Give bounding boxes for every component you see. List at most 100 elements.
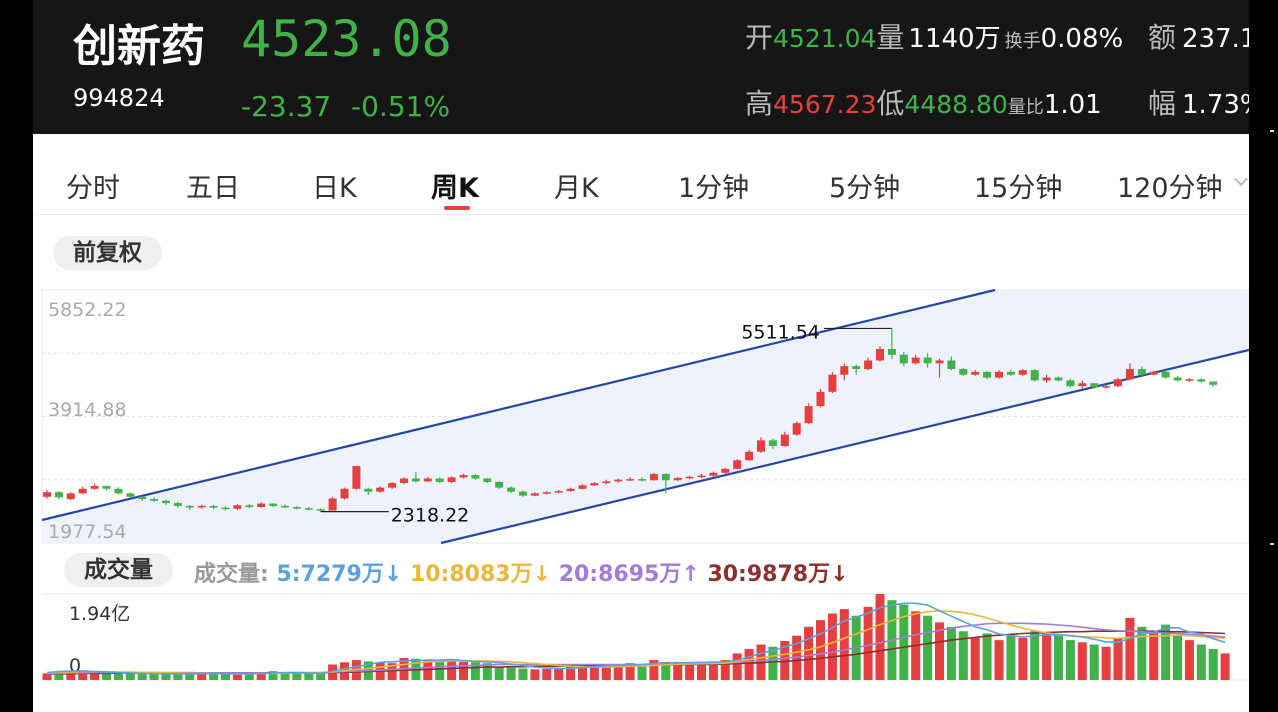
candle-body [840, 366, 849, 375]
volume-bar [494, 666, 504, 680]
candle-body [471, 475, 480, 479]
ma20-value: 20:8695万↑ [558, 562, 700, 587]
candle-body [150, 499, 159, 501]
candle-body [388, 483, 397, 488]
tab-120min[interactable]: 120分钟 [1117, 173, 1223, 204]
open-label: 开 [745, 21, 774, 54]
volume-bar [863, 606, 873, 680]
volume-indicator-button[interactable]: 成交量 [64, 553, 173, 587]
candle-body [138, 496, 147, 500]
volume-bar [732, 653, 742, 680]
candle-body [530, 493, 539, 496]
price-axis-label: 3914.88 [48, 399, 127, 421]
volume-bar [578, 665, 587, 680]
candle-body [316, 509, 325, 511]
candle-body [1185, 379, 1194, 381]
volume-bar [435, 661, 445, 680]
candle-body [780, 434, 789, 447]
candle-body [126, 493, 135, 497]
volume-bar [768, 646, 778, 680]
candle-body [1042, 377, 1051, 381]
candle-body [697, 475, 706, 478]
amplitude-stat: 幅1.73% [1148, 82, 1249, 122]
volume-bar [1042, 633, 1052, 680]
volume-bar [232, 674, 242, 680]
tab-daily-k[interactable]: 日K [312, 173, 357, 204]
scroll-mark [1270, 130, 1274, 132]
tab-1min[interactable]: 1分钟 [678, 173, 750, 204]
candle-body [507, 487, 516, 492]
volume-bar [804, 626, 814, 680]
volume-bar [292, 672, 302, 680]
candle-body [709, 472, 718, 476]
candle-body [995, 371, 1003, 378]
volume-bar [1030, 631, 1040, 680]
candle-body [876, 349, 884, 361]
tab-monthly-k[interactable]: 月K [554, 173, 599, 204]
volume-bar [137, 673, 147, 680]
candle-body [852, 366, 861, 370]
candle-body [816, 391, 825, 407]
volume-bar [994, 640, 1004, 680]
tab-intraday[interactable]: 分时 [66, 173, 120, 204]
volume-bar [102, 672, 111, 680]
high-stat: 高4567.23低4488.80量比1.01 [745, 82, 1102, 122]
volume-bar [530, 669, 540, 680]
candle-body [411, 478, 420, 482]
volume-bar [268, 671, 278, 680]
low-value: 4488.80 [904, 90, 1008, 119]
candle-body [54, 492, 63, 498]
tab-15min[interactable]: 15分钟 [974, 173, 1063, 204]
volume-bar [149, 673, 159, 680]
candle-body [721, 468, 730, 473]
candle-body [43, 492, 51, 497]
volume-bar [1054, 635, 1063, 680]
candle-body [185, 505, 194, 508]
candle-body [233, 505, 242, 509]
candle-body [423, 478, 432, 482]
adjust-button[interactable]: 前复权 [53, 236, 162, 270]
candle-body [1018, 370, 1027, 375]
volume-ma-legend: 成交量: 5:7279万↓ 10:8083万↓ 20:8695万↑ 30:987… [194, 556, 849, 588]
volume-label: 量 [876, 21, 905, 54]
volume-bar [685, 664, 695, 680]
volume-bar [566, 666, 576, 680]
volume-bar [1125, 617, 1135, 680]
volume-value: 1140万 [908, 24, 1001, 54]
candle-body [90, 485, 99, 489]
volume-bar [470, 662, 480, 680]
candle-body [733, 460, 742, 469]
candle-body [757, 440, 765, 452]
candle-body [221, 507, 230, 510]
volume-bar [1006, 635, 1016, 680]
candle-body [959, 369, 968, 375]
tab-weekly-k[interactable]: 周K [431, 173, 479, 204]
volume-bar [1018, 637, 1028, 680]
price-change: -23.37 [241, 90, 332, 123]
low-label: 低 [876, 87, 905, 120]
volume-bar [673, 663, 683, 680]
candle-body [197, 505, 206, 508]
candle-body [495, 481, 504, 488]
candle-body [649, 473, 658, 481]
tab-5min[interactable]: 5分钟 [829, 173, 901, 204]
tab-five-day[interactable]: 五日 [186, 173, 240, 204]
amount-value: 237.1 [1182, 24, 1249, 54]
candle-body [1006, 371, 1015, 375]
volume-bar [256, 672, 266, 680]
amount-stat: 额 237.1 [1148, 16, 1249, 56]
volume-bar [792, 635, 802, 680]
candle-body [792, 423, 801, 435]
candle-body [745, 451, 754, 461]
candle-body [78, 488, 87, 494]
volume-bar [601, 664, 611, 680]
volume-bar [875, 594, 885, 680]
volume-bar [554, 668, 564, 680]
volume-bar [280, 672, 290, 680]
volume-bar [1149, 633, 1159, 680]
candle-body [626, 479, 635, 481]
candle-body [554, 491, 563, 493]
min-annotation-label: 2318.22 [391, 505, 470, 527]
price-axis-label: 5852.22 [48, 299, 127, 321]
candle-body [935, 360, 944, 364]
